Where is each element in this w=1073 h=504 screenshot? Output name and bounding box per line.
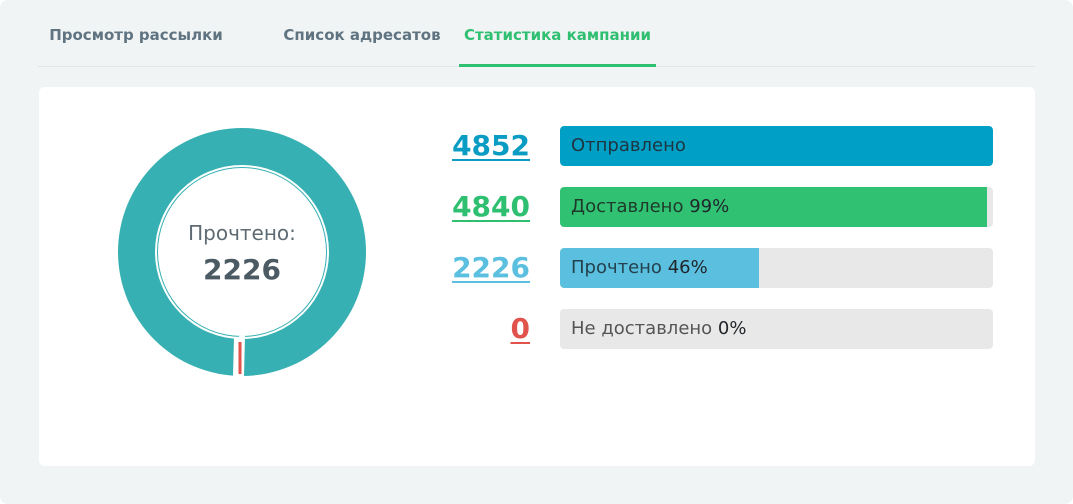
bar-label: Прочтено: [571, 257, 662, 278]
donut-center: [158, 168, 326, 336]
bar-text: Прочтено 46%: [571, 248, 708, 288]
tab-campaign-stats[interactable]: Статистика кампании: [459, 0, 656, 67]
bar-percent: 0%: [717, 318, 747, 339]
tab-bar: Просмотр рассылки Список адресатов Стати…: [38, 0, 1035, 67]
bar-percent: 99%: [689, 196, 730, 217]
sent-count-link[interactable]: 4852: [452, 129, 530, 162]
bar-track: Прочтено 46%: [560, 248, 993, 288]
bar-label: Отправлено: [571, 135, 686, 156]
donut-caption: Прочтено:: [188, 221, 296, 245]
bar-percent: 46%: [667, 257, 708, 278]
bar-label: Не доставлено: [571, 318, 713, 339]
donut-value: 2226: [203, 253, 281, 286]
stats-card: Прочтено: 2226 4852 Отправлено 4840 Дост…: [39, 87, 1035, 466]
bar-text: Отправлено: [571, 126, 686, 166]
stat-row-undelivered: 0 Не доставлено 0%: [39, 309, 1035, 349]
bar-track: Не доставлено 0%: [560, 309, 993, 349]
delivered-count-link[interactable]: 4840: [452, 190, 530, 223]
undelivered-count-link[interactable]: 0: [510, 312, 530, 345]
read-count-link[interactable]: 2226: [452, 251, 530, 284]
bar-text: Доставлено 99%: [571, 187, 729, 227]
bar-label: Доставлено: [571, 196, 684, 217]
donut-gap: [233, 338, 239, 376]
tab-recipient-list[interactable]: Список адресатов: [283, 26, 441, 44]
undelivered-marker: [238, 342, 242, 374]
stat-row-read: 2226 Прочтено 46%: [39, 248, 1035, 288]
read-donut-chart: [118, 128, 366, 376]
stat-row-delivered: 4840 Доставлено 99%: [39, 187, 1035, 227]
bar-text: Не доставлено 0%: [571, 309, 746, 349]
sent-bar-fill: [560, 126, 993, 166]
delivered-bar-fill: [560, 187, 987, 227]
tab-mailing-preview[interactable]: Просмотр рассылки: [49, 26, 223, 44]
bar-track: Доставлено 99%: [560, 187, 993, 227]
read-bar-fill: [560, 248, 760, 288]
bar-track: Отправлено: [560, 126, 993, 166]
stat-row-sent: 4852 Отправлено: [39, 126, 1035, 166]
